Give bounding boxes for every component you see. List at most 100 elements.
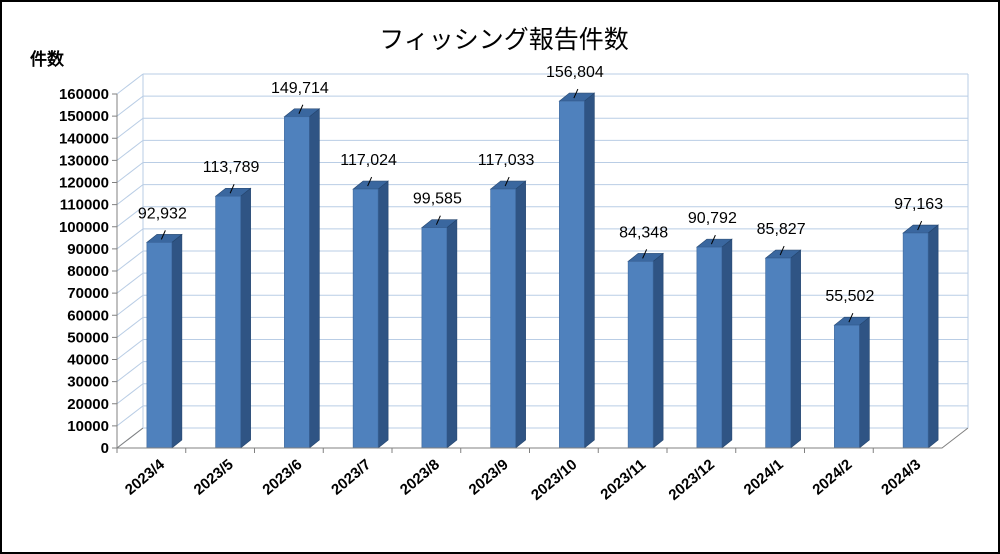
y-tick-label: 120000 bbox=[59, 175, 109, 192]
bar bbox=[489, 180, 527, 449]
gridline-depth bbox=[116, 383, 144, 405]
y-tick-label: 90000 bbox=[67, 241, 109, 258]
gridline-depth bbox=[116, 272, 144, 294]
data-label: 113,789 bbox=[203, 159, 260, 176]
x-tick-label: 2023/10 bbox=[528, 456, 580, 504]
bar bbox=[283, 108, 321, 449]
leader-line bbox=[229, 184, 235, 194]
gridline-depth bbox=[116, 316, 144, 338]
gridline-depth bbox=[116, 139, 144, 161]
data-label: 117,024 bbox=[340, 152, 397, 169]
y-tick-label: 50000 bbox=[67, 329, 109, 346]
bar-front bbox=[696, 246, 723, 449]
y-tick-label: 80000 bbox=[67, 263, 109, 280]
bar bbox=[352, 180, 389, 449]
bar bbox=[627, 252, 664, 449]
gridline-depth bbox=[116, 95, 144, 117]
bar-front bbox=[765, 257, 791, 449]
bar bbox=[833, 316, 871, 449]
y-tick-label: 100000 bbox=[59, 219, 109, 236]
y-tick-label: 70000 bbox=[67, 285, 109, 302]
gridline-depth bbox=[116, 339, 144, 360]
bars bbox=[146, 92, 939, 449]
gridline-depth bbox=[116, 206, 144, 228]
gridline-depth bbox=[116, 184, 144, 206]
gridline-depth bbox=[116, 73, 144, 95]
chart-title: フィッシング報告件数 bbox=[379, 25, 629, 54]
data-label: 149,714 bbox=[271, 80, 329, 97]
leader-line bbox=[435, 215, 441, 225]
bar bbox=[421, 219, 458, 449]
bar-front bbox=[490, 188, 516, 449]
data-label: 84,348 bbox=[619, 224, 668, 241]
leader-line bbox=[160, 230, 166, 240]
data-label: 117,033 bbox=[478, 152, 535, 169]
data-label: 90,792 bbox=[688, 210, 737, 227]
y-axis: 0 10000 20000 30000 40000 50000 60000 70000 8000… bbox=[59, 86, 118, 457]
bar-side bbox=[515, 180, 526, 449]
x-tick-label: 2023/9 bbox=[466, 456, 512, 499]
x-tick-label: 2023/5 bbox=[191, 456, 237, 499]
y-tick-label: 130000 bbox=[59, 152, 109, 169]
leader-line bbox=[848, 312, 854, 323]
leader-line bbox=[367, 176, 373, 187]
x-tick-label: 2023/4 bbox=[122, 456, 169, 499]
x-tick-label: 2024/3 bbox=[878, 456, 924, 499]
y-axis-label: 件数 bbox=[30, 49, 65, 70]
bar-side bbox=[927, 224, 939, 449]
data-labels: 92,932 113,789 149,714 117,024 99,585 117,033… bbox=[138, 64, 943, 323]
leader-line bbox=[504, 176, 510, 187]
data-label: 97,163 bbox=[894, 196, 943, 213]
bar bbox=[558, 92, 596, 449]
bar-front bbox=[215, 195, 241, 449]
bar-front bbox=[146, 242, 173, 449]
gridline-depth bbox=[116, 294, 144, 316]
y-tick-label: 110000 bbox=[60, 197, 109, 214]
bar-side bbox=[584, 92, 595, 449]
x-tick-label: 2023/11 bbox=[597, 456, 649, 503]
gridline-depth bbox=[116, 228, 144, 250]
floor-depth-edge bbox=[116, 427, 144, 449]
gridline-depth bbox=[116, 117, 144, 139]
y-tick-label: 150000 bbox=[59, 108, 109, 125]
data-label: 85,827 bbox=[757, 221, 806, 238]
data-label: 99,585 bbox=[413, 191, 462, 208]
bar-front bbox=[559, 100, 585, 449]
gridlines bbox=[116, 73, 969, 449]
bar-front bbox=[627, 261, 654, 449]
bar-side bbox=[309, 108, 320, 449]
bar bbox=[902, 224, 939, 449]
y-tick-label: 30000 bbox=[67, 374, 109, 391]
bar-side bbox=[721, 238, 733, 449]
bar-front bbox=[284, 116, 310, 449]
bar bbox=[146, 233, 183, 449]
y-tick-label: 40000 bbox=[67, 352, 109, 369]
leader-line bbox=[710, 234, 716, 245]
gridline-depth bbox=[116, 361, 144, 383]
x-tick-label: 2023/12 bbox=[665, 456, 717, 504]
x-tick-label: 2024/1 bbox=[741, 456, 787, 499]
bar-side bbox=[652, 252, 664, 449]
leader-line bbox=[573, 88, 579, 99]
leader-line bbox=[298, 104, 304, 114]
leader-line bbox=[917, 220, 923, 231]
x-tick-label: 2023/6 bbox=[259, 456, 305, 499]
bar-front bbox=[421, 227, 448, 449]
bar-side bbox=[377, 180, 389, 449]
bar-front bbox=[352, 188, 379, 449]
y-tick-label: 10000 bbox=[67, 418, 109, 435]
bar-side bbox=[171, 233, 183, 449]
leader-line bbox=[642, 249, 648, 259]
x-tick-label: 2024/2 bbox=[809, 456, 855, 499]
bar bbox=[214, 187, 252, 449]
y-tick-label: 20000 bbox=[67, 396, 109, 413]
data-label: 156,804 bbox=[546, 64, 604, 81]
leader-line bbox=[779, 245, 785, 256]
bar bbox=[696, 238, 733, 449]
y-tick-label: 0 bbox=[101, 440, 109, 457]
x-tick-label: 2023/7 bbox=[328, 456, 374, 499]
data-label: 55,502 bbox=[825, 288, 874, 305]
x-tick-label: 2023/8 bbox=[397, 456, 443, 499]
